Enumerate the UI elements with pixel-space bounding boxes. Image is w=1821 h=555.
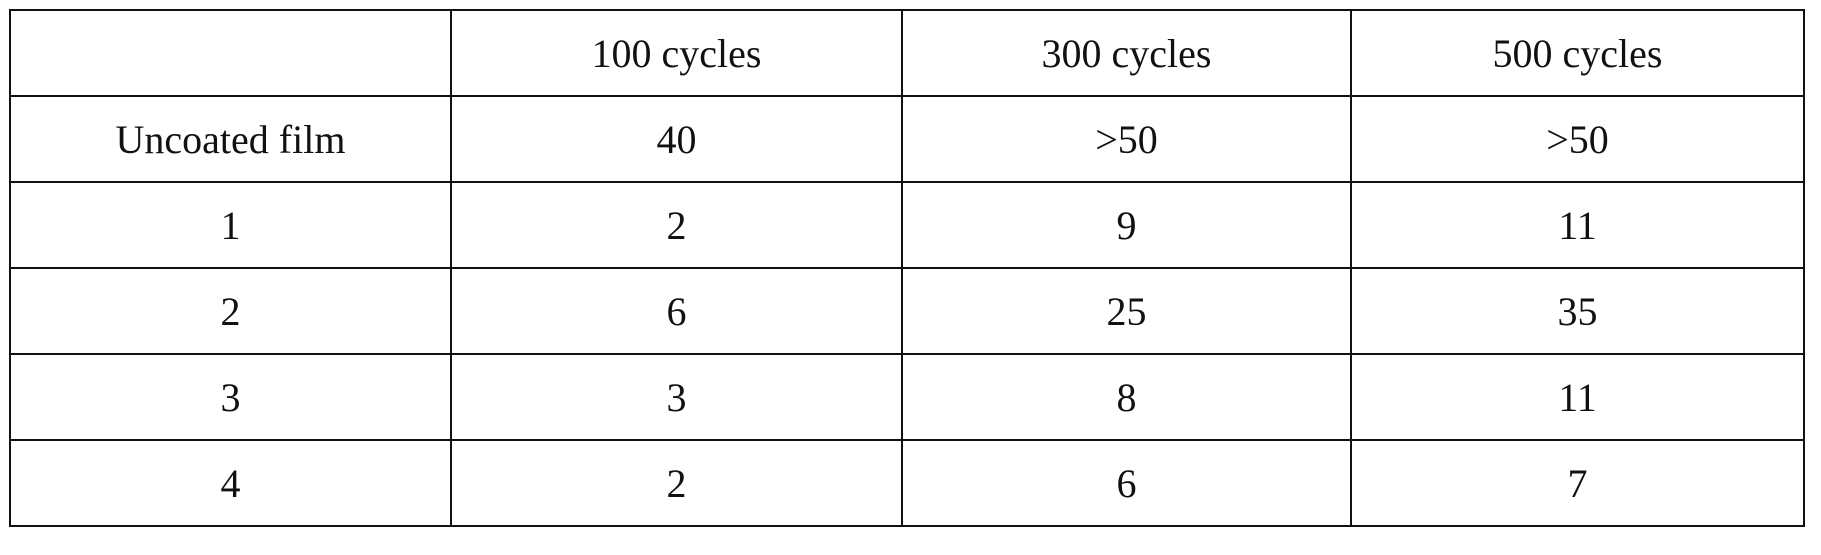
value-cell: 8 bbox=[902, 354, 1351, 440]
row-label-cell: 3 bbox=[10, 354, 451, 440]
data-table: 100 cycles300 cycles500 cycles Uncoated … bbox=[9, 9, 1805, 527]
value-cell: 6 bbox=[451, 268, 902, 354]
value-cell: 25 bbox=[902, 268, 1351, 354]
value-cell: 2 bbox=[451, 182, 902, 268]
row-label-cell: Uncoated film bbox=[10, 96, 451, 182]
table-row: 4267 bbox=[10, 440, 1804, 526]
value-cell: 11 bbox=[1351, 354, 1804, 440]
table-row: 262535 bbox=[10, 268, 1804, 354]
value-cell: 6 bbox=[902, 440, 1351, 526]
header-row: 100 cycles300 cycles500 cycles bbox=[10, 10, 1804, 96]
row-label-cell: 4 bbox=[10, 440, 451, 526]
corner-cell bbox=[10, 10, 451, 96]
table-row: 33811 bbox=[10, 354, 1804, 440]
table-row: Uncoated film40>50>50 bbox=[10, 96, 1804, 182]
table-body: 100 cycles300 cycles500 cycles Uncoated … bbox=[10, 10, 1804, 526]
header-cell: 500 cycles bbox=[1351, 10, 1804, 96]
table-row: 12911 bbox=[10, 182, 1804, 268]
value-cell: 2 bbox=[451, 440, 902, 526]
page: 100 cycles300 cycles500 cycles Uncoated … bbox=[0, 0, 1821, 555]
value-cell: 11 bbox=[1351, 182, 1804, 268]
row-label-cell: 2 bbox=[10, 268, 451, 354]
value-cell: 3 bbox=[451, 354, 902, 440]
value-cell: >50 bbox=[1351, 96, 1804, 182]
value-cell: >50 bbox=[902, 96, 1351, 182]
row-label-cell: 1 bbox=[10, 182, 451, 268]
value-cell: 40 bbox=[451, 96, 902, 182]
value-cell: 9 bbox=[902, 182, 1351, 268]
value-cell: 35 bbox=[1351, 268, 1804, 354]
value-cell: 7 bbox=[1351, 440, 1804, 526]
header-cell: 100 cycles bbox=[451, 10, 902, 96]
header-cell: 300 cycles bbox=[902, 10, 1351, 96]
